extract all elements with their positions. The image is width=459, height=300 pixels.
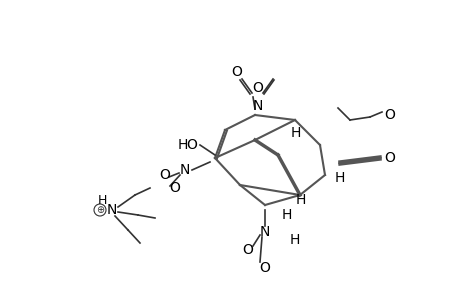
Text: O: O <box>231 65 242 79</box>
Text: O: O <box>252 81 263 95</box>
Text: N: N <box>106 203 117 217</box>
Text: H: H <box>295 193 306 207</box>
Text: H: H <box>290 126 301 140</box>
Text: O: O <box>186 138 197 152</box>
Text: N: N <box>179 163 190 177</box>
Text: O: O <box>259 261 270 275</box>
Text: O: O <box>384 108 395 122</box>
Text: H: H <box>178 138 188 152</box>
Text: ⊕: ⊕ <box>96 205 104 215</box>
Text: O: O <box>169 181 180 195</box>
Text: H: H <box>281 208 291 222</box>
Text: H: H <box>289 233 300 247</box>
Text: H: H <box>97 194 106 206</box>
Text: N: N <box>259 225 269 239</box>
Text: O: O <box>159 168 170 182</box>
Text: O: O <box>242 243 253 257</box>
Text: O: O <box>384 151 395 165</box>
Text: H: H <box>334 171 344 185</box>
Text: N: N <box>252 99 263 113</box>
